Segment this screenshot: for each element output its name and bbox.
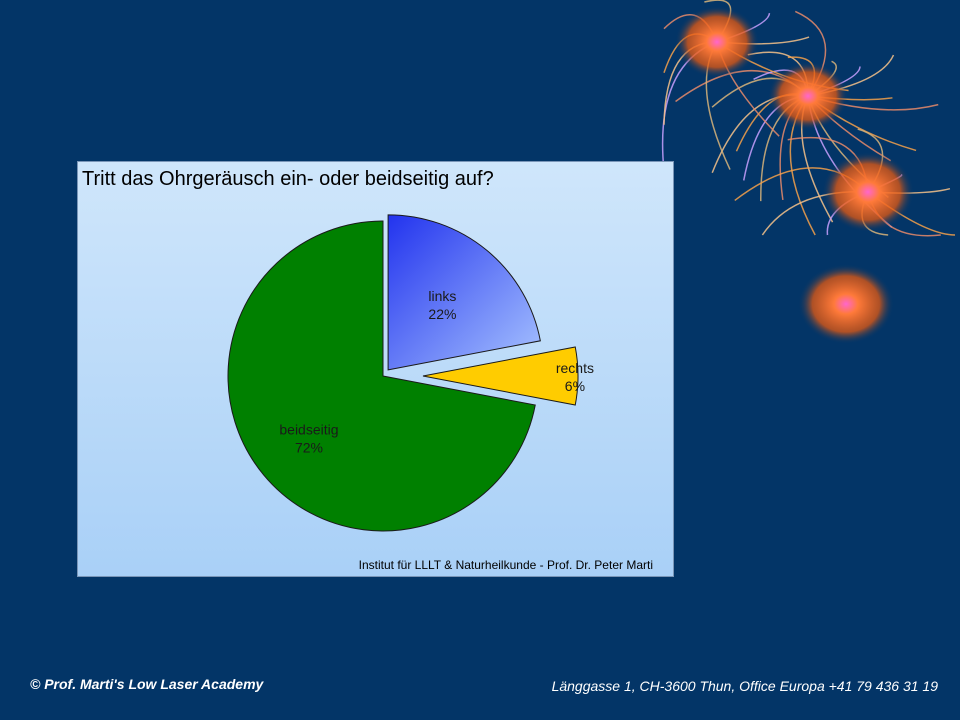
firework-strand	[711, 94, 809, 174]
firework-strand	[857, 128, 884, 193]
firework-strand	[807, 95, 893, 228]
firework-strand	[807, 95, 892, 162]
firework-strand	[807, 95, 917, 152]
firework-strand	[787, 56, 816, 97]
firework-strand	[716, 12, 771, 43]
firework-glow	[675, 6, 759, 78]
firework-strand	[800, 95, 834, 223]
footer-copyright: © Prof. Marti's Low Laser Academy	[30, 676, 264, 692]
pie-chart: links 22% rechts 6% beidseitig 72%	[227, 214, 594, 532]
firework-strand	[794, 10, 827, 97]
footer-address: Länggasse 1, CH-3600 Thun, Office Europa…	[551, 678, 938, 694]
firework-strand	[742, 95, 809, 181]
firework-glow	[768, 62, 848, 130]
firework-strand	[826, 191, 869, 236]
firework-strand	[711, 77, 809, 108]
slice-name-label: rechts	[556, 360, 594, 376]
firework-strand	[807, 54, 895, 97]
firework-burst	[661, 0, 956, 237]
firework-strand	[807, 95, 889, 199]
firework-strand	[704, 0, 732, 43]
pie-slice-beidseitig	[227, 220, 536, 532]
firework-strand	[753, 69, 809, 97]
firework-strand	[663, 13, 718, 43]
firework-strand	[807, 95, 893, 101]
firework-strand	[789, 95, 816, 236]
firework-strand	[867, 187, 951, 194]
firework-strand	[761, 191, 869, 236]
chart-credit: Institut für LLLT & Naturheilkunde - Pro…	[358, 558, 653, 572]
slice-value-label: 72%	[295, 439, 323, 455]
slice-value-label: 6%	[565, 378, 585, 394]
firework-strand	[663, 33, 718, 73]
firework-strand	[663, 41, 718, 125]
firework-strand	[807, 60, 837, 97]
firework-strand	[661, 41, 718, 172]
firework-glow	[798, 264, 894, 344]
firework-strand	[747, 51, 809, 97]
firework-strand	[760, 95, 809, 202]
chart-title: Tritt das Ohrgeräusch ein- oder beidseit…	[82, 168, 494, 190]
firework-strand	[716, 36, 810, 45]
firework-strand	[705, 41, 731, 170]
firework-strand	[734, 167, 869, 202]
firework-strand	[867, 191, 956, 236]
pie-slice-rechts	[422, 346, 579, 406]
slice-name-label: links	[428, 288, 456, 304]
pie-slice-links	[387, 214, 541, 371]
slice-value-label: 22%	[428, 306, 456, 322]
slice-name-label: beidseitig	[279, 421, 338, 437]
firework-strand	[867, 191, 941, 237]
firework-strand	[807, 66, 861, 97]
firework-glow	[822, 152, 914, 232]
firework-strand	[716, 41, 849, 92]
firework-strand	[787, 136, 869, 193]
firework-strand	[861, 191, 889, 236]
firework-strand	[779, 95, 809, 201]
firework-strand	[867, 174, 903, 193]
firework-strand	[807, 95, 939, 111]
firework-strand	[675, 69, 809, 103]
firework-strand	[735, 93, 809, 152]
chart-panel: links 22% rechts 6% beidseitig 72% Tritt das …	[77, 161, 674, 577]
firework-strand	[716, 41, 780, 137]
